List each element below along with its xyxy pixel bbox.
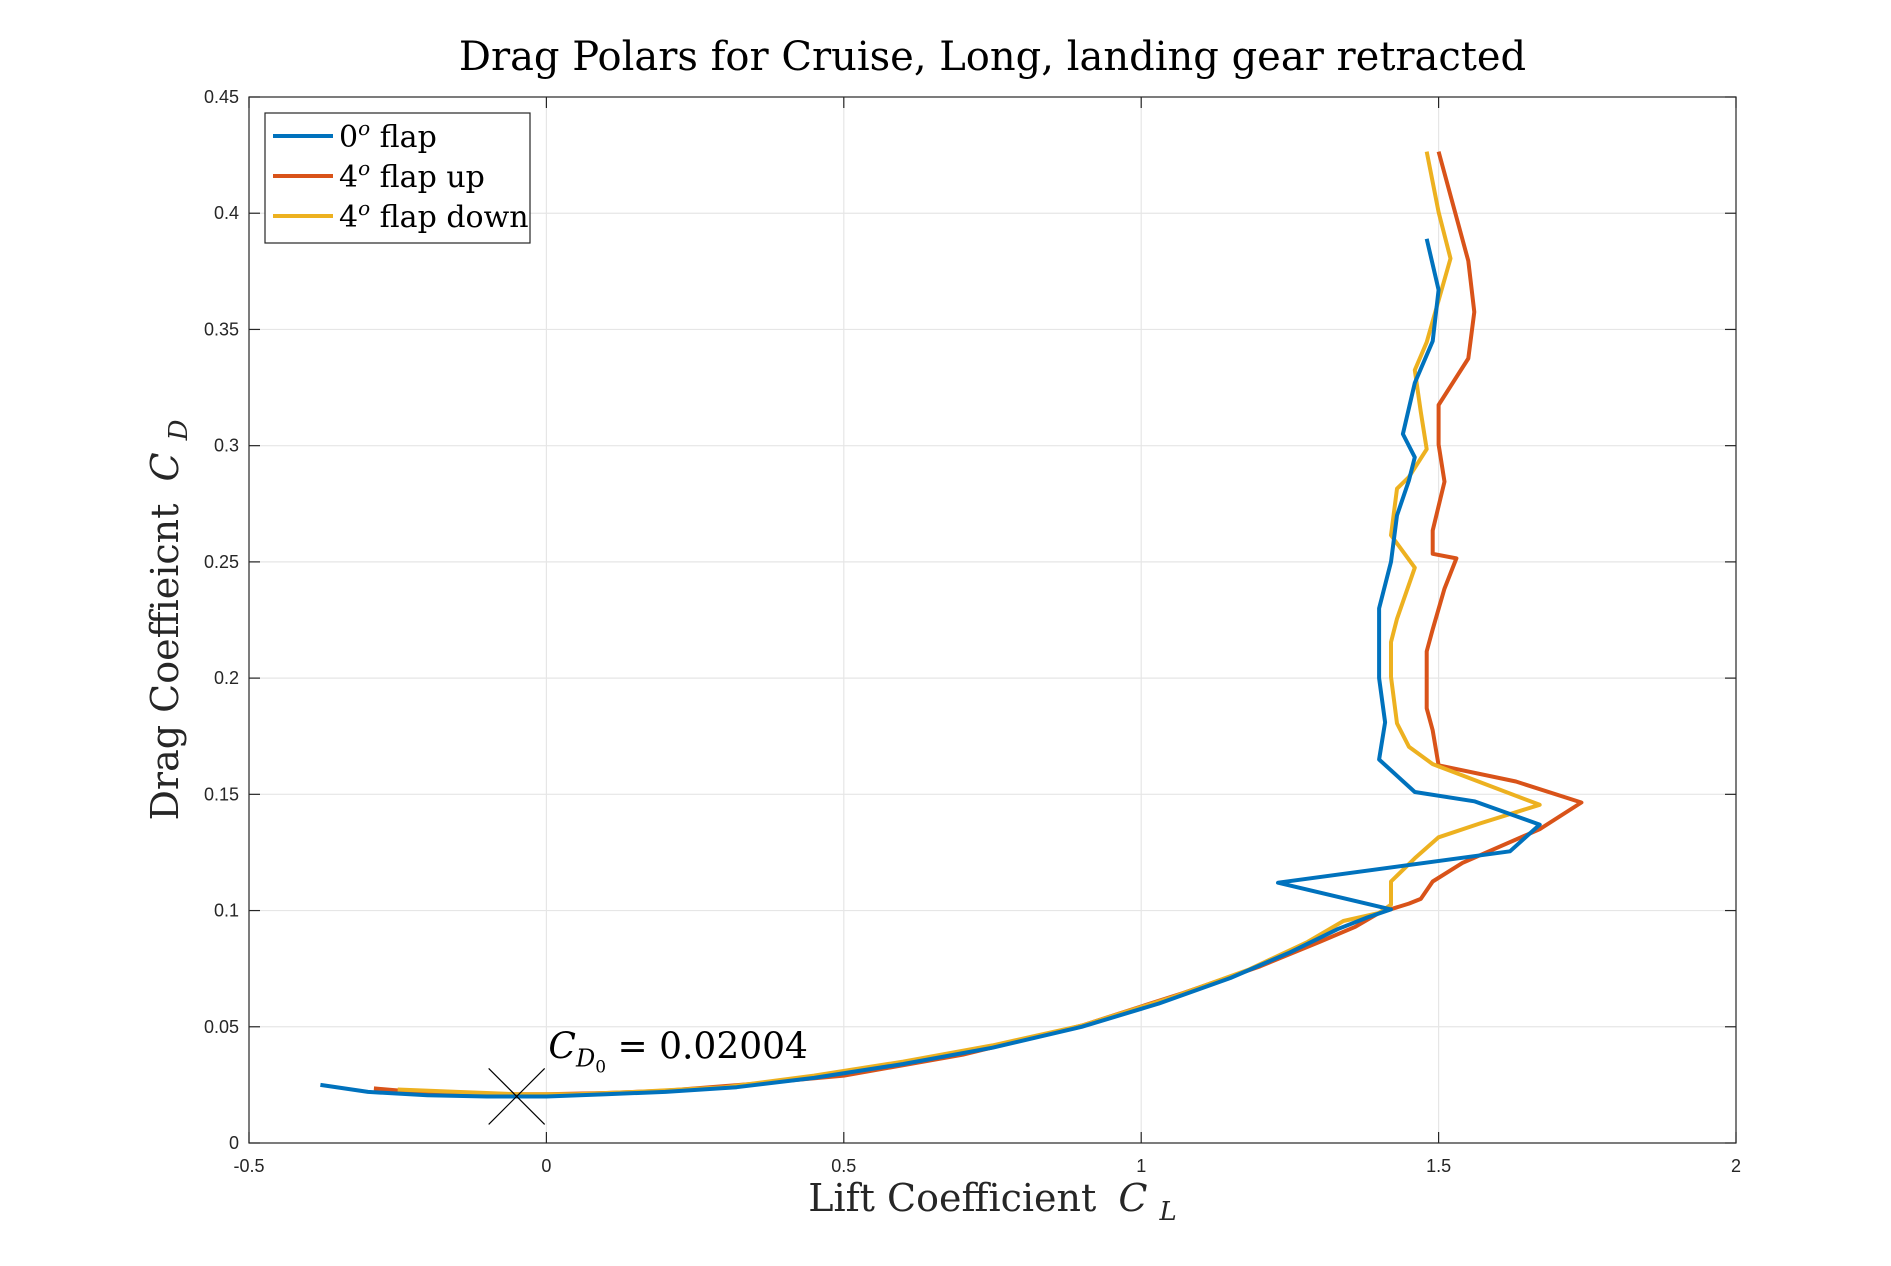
y-tick-label: 0.4 <box>214 203 239 223</box>
y-tick-label: 0.25 <box>204 552 239 572</box>
y-axis-title: Drag Coeffieicnt C D <box>143 419 194 820</box>
legend-label-suffix: flap <box>370 120 437 155</box>
y-tick-label: 0.45 <box>204 87 239 107</box>
y-axis-label-text: Drag Coeffieicnt <box>143 504 187 821</box>
x-tick-label: -0.5 <box>233 1156 264 1176</box>
annotation-group: CD0 = 0.02004 <box>488 1027 808 1125</box>
grid-lines <box>249 97 1736 1143</box>
legend-label-number: 4 <box>339 160 358 195</box>
cd0-label-subsubscript: 0 <box>595 1058 606 1078</box>
x-tick-label: 1.5 <box>1426 1156 1451 1176</box>
legend-label-number: 4 <box>339 200 358 235</box>
legend-label-suffix: flap down <box>370 200 528 235</box>
x-axis-title: Lift Coefficient C L <box>808 1176 1177 1227</box>
legend-label-0: 0o flap <box>339 116 437 155</box>
y-tick-label: 0 <box>229 1133 239 1153</box>
y-tick-label: 0.15 <box>204 784 239 804</box>
y-axis-label-symbol: C <box>143 452 187 481</box>
x-tick-label: 2 <box>1731 1156 1741 1176</box>
cd0-marker-stroke-b <box>488 1067 546 1125</box>
data-series <box>320 151 1584 1099</box>
cd0-annotation-label: CD0 = 0.02004 <box>548 1027 808 1078</box>
y-tick-label: 0.35 <box>204 319 239 339</box>
cd0-label-subscript: D <box>575 1045 595 1073</box>
legend-label-2: 4o flap down <box>339 196 529 235</box>
x-tick-label: 1 <box>1136 1156 1146 1176</box>
plot-frame <box>248 96 1737 1144</box>
series-line-0 <box>320 238 1542 1099</box>
x-axis-label-text: Lift Coefficient <box>808 1176 1096 1220</box>
x-axis-label-subscript: L <box>1159 1197 1177 1227</box>
x-axis-label-symbol: C <box>1118 1176 1147 1220</box>
legend-label-degree: o <box>358 156 370 180</box>
legend-label-degree: o <box>358 196 370 220</box>
chart-title: Drag Polars for Cruise, Long, landing ge… <box>459 34 1526 80</box>
legend-label-suffix: flap up <box>370 160 485 195</box>
y-tick-label: 0.05 <box>204 1017 239 1037</box>
legend-label-degree: o <box>358 116 370 140</box>
legend-label-number: 0 <box>339 120 358 155</box>
x-tick-label: 0.5 <box>831 1156 856 1176</box>
x-tick-label: 0 <box>541 1156 551 1176</box>
axis-ticks: -0.5 0 0.5 1 1.5 2 0 0.05 0.1 0.15 0.2 0.25 0.3 0.35 0… <box>204 87 1741 1176</box>
y-tick-label: 0.3 <box>214 436 239 456</box>
cd0-label-symbol: C <box>548 1027 576 1068</box>
series-line-2 <box>397 151 1542 1097</box>
cd0-label-value: = 0.02004 <box>606 1027 808 1068</box>
y-tick-label: 0.2 <box>214 668 239 688</box>
legend-label-1: 4o flap up <box>339 156 485 195</box>
y-tick-label: 0.1 <box>214 901 239 921</box>
y-axis-label-subscript: D <box>164 419 194 441</box>
